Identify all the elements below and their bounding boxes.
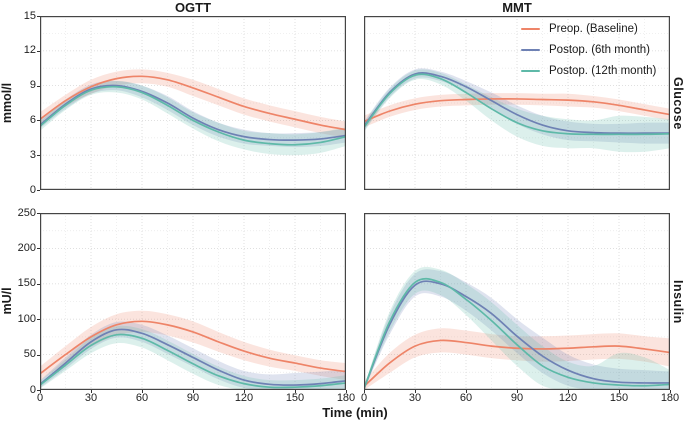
y-tick-label: 200: [17, 241, 36, 254]
x-tick-label: 30: [84, 392, 98, 404]
x-tick-label: 180: [660, 392, 680, 404]
y-axis-title-insulin: mU/l: [0, 287, 14, 315]
x-tick-mark: [295, 390, 296, 393]
legend-key-postop12-line: [521, 70, 540, 72]
row-strip-glucose: Glucose: [671, 76, 685, 130]
y-tick-label: 50: [23, 348, 36, 361]
x-axis-title: Time (min): [322, 405, 388, 420]
y-axis-title-glucose: mmol/l: [0, 82, 14, 124]
panel-mmt-glucose: [364, 16, 670, 190]
x-tick-mark: [142, 390, 143, 393]
x-tick-mark: [91, 390, 92, 393]
panel-mmt-insulin: [364, 213, 670, 390]
legend-item-postop6: Postop. (6th month): [521, 43, 656, 57]
y-tick-label: 12: [23, 44, 36, 57]
y-tick-mark: [37, 155, 40, 157]
x-tick-mark: [619, 390, 620, 393]
x-tick-mark: [244, 390, 245, 393]
y-tick-mark: [37, 354, 40, 356]
legend-item-preop: Preop. (Baseline): [521, 22, 656, 36]
legend-key-preop-line: [521, 28, 540, 30]
x-tick-label: 90: [510, 392, 524, 404]
x-tick-mark: [670, 390, 671, 393]
y-tick-mark: [37, 50, 40, 52]
y-tick-label: 3: [29, 148, 36, 161]
x-tick-label: 180: [336, 392, 356, 404]
y-tick-label: 150: [17, 277, 36, 290]
x-tick-label: 120: [558, 392, 578, 404]
x-tick-mark: [517, 390, 518, 393]
x-tick-mark: [346, 390, 347, 393]
y-tick-mark: [37, 390, 40, 391]
x-tick-label: 60: [459, 392, 473, 404]
legend-label: Postop. (6th month): [549, 44, 650, 56]
y-tick-mark: [37, 248, 40, 250]
x-tick-label: 90: [186, 392, 200, 404]
x-tick-mark: [40, 390, 41, 393]
x-tick-label: 30: [408, 392, 422, 404]
column-title-ogtt: OGTT: [174, 0, 212, 15]
y-tick-label: 9: [29, 79, 36, 92]
legend-item-postop12: Postop. (12th month): [521, 64, 656, 78]
x-tick-label: 0: [36, 392, 44, 404]
y-tick-mark: [37, 283, 40, 285]
panel-ogtt-glucose: [40, 16, 346, 190]
x-tick-label: 150: [609, 392, 629, 404]
y-tick-mark: [37, 319, 40, 321]
legend-label: Postop. (12th month): [549, 65, 657, 77]
y-tick-mark: [37, 213, 40, 214]
x-tick-label: 150: [285, 392, 305, 404]
x-tick-mark: [415, 390, 416, 393]
legend-label: Preop. (Baseline): [549, 23, 638, 35]
x-tick-label: 60: [135, 392, 149, 404]
y-tick-label: 0: [29, 183, 36, 196]
y-tick-label: 0: [29, 383, 36, 396]
x-tick-label: 0: [360, 392, 368, 404]
legend-key-postop6-line: [521, 49, 540, 51]
y-tick-mark: [37, 190, 40, 191]
x-tick-mark: [466, 390, 467, 393]
x-tick-mark: [568, 390, 569, 393]
x-tick-mark: [193, 390, 194, 393]
panel-ogtt-insulin: [40, 213, 346, 390]
y-tick-label: 250: [17, 206, 36, 219]
y-tick-mark: [37, 16, 40, 17]
y-tick-label: 15: [23, 9, 36, 22]
legend: Preop. (Baseline) Postop. (6th month) Po…: [521, 22, 656, 78]
y-tick-mark: [37, 120, 40, 122]
column-title-mmt: MMT: [502, 0, 532, 15]
row-strip-insulin: Insulin: [671, 279, 685, 324]
x-tick-mark: [364, 390, 365, 393]
y-tick-mark: [37, 85, 40, 87]
x-tick-label: 120: [234, 392, 254, 404]
y-tick-label: 6: [29, 113, 36, 126]
y-tick-label: 100: [17, 312, 36, 325]
